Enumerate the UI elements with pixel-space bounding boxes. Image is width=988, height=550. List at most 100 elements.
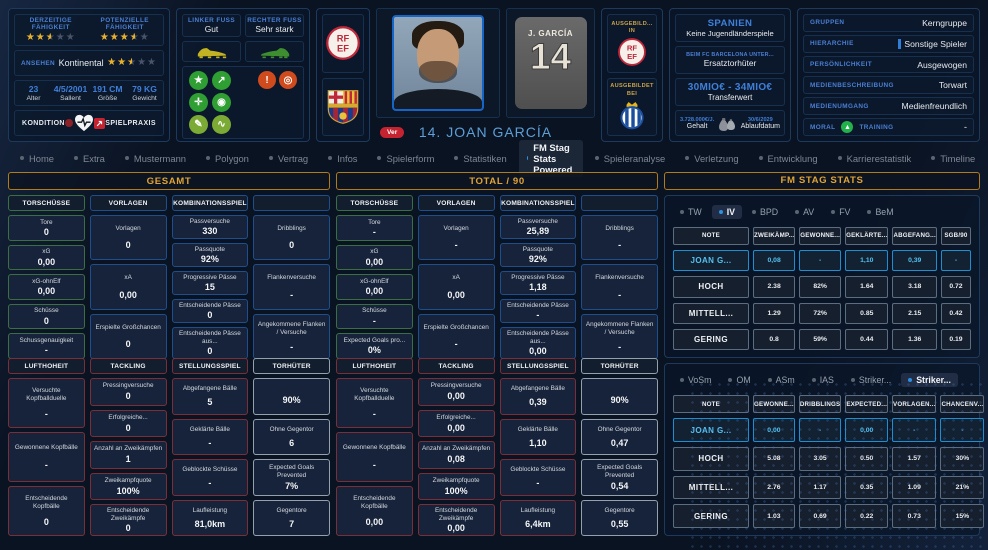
nav-tab-entwicklung[interactable]: Entwicklung	[751, 151, 826, 166]
stag-tab-tw-0[interactable]: TW	[673, 205, 709, 219]
attr-row-medienumgang: MEDIENUMGANG Medienfreundlich	[803, 97, 974, 116]
stat-value: 0	[125, 240, 131, 251]
player-photo	[392, 15, 484, 111]
stag-cell: 0.44	[845, 329, 889, 351]
rfef-badge: RF EF	[326, 26, 360, 61]
shirt-name: J. GARCÍA	[528, 29, 573, 38]
stag-cell: 0,39	[892, 249, 937, 272]
bio-gewicht: 79 KG Gewicht	[126, 84, 163, 102]
nav-tab-label: Karrierestatistik	[846, 152, 912, 164]
stat-value: 0	[289, 240, 295, 251]
stat-group-header: VORLAGEN	[89, 195, 167, 211]
stat-label: Schüsse	[34, 307, 59, 315]
stat-box-abgefangene-b-lle: Abgefangene Bälle 0,39	[499, 378, 577, 415]
condition-dot-icon	[65, 119, 74, 127]
stat-value: 0,00	[365, 517, 384, 527]
stat-box-passquote: Passquote 92%	[499, 243, 577, 267]
stat-box-sch-sse: Schüsse 0	[8, 303, 85, 330]
right-foot-label: RECHTER FUSS	[247, 17, 302, 24]
stat-label: xG-ohnElf	[360, 277, 389, 285]
stat-label: Flankenversuche	[595, 274, 644, 282]
ver-badge[interactable]: Ver	[380, 126, 405, 138]
stat-label: Tore	[40, 218, 53, 226]
stat-box-entscheidende-zweik-mpfe: Entscheidende Zweikämpfe 0,00	[417, 504, 495, 536]
tab-bar: Home Extra Mustermann Polygon Vertrag Infos Sp…	[8, 139, 983, 177]
nav-tab-karrierestatistik[interactable]: Karrierestatistik	[830, 151, 920, 166]
player-shirt-box: J. GARCÍA 14	[506, 8, 595, 118]
nav-tab-vertrag[interactable]: Vertrag	[261, 151, 316, 166]
stag-col-header-abgefang: ABGEFANG...	[892, 226, 937, 245]
stat-value: 90%	[282, 394, 301, 405]
nav-tab-dot-icon	[328, 156, 333, 160]
nav-tab-extra[interactable]: Extra	[66, 151, 113, 166]
nav-tab-spieleranalyse[interactable]: Spieleranalyse	[587, 151, 674, 166]
stag-tab-vosm-0[interactable]: VoSm	[673, 373, 718, 387]
stat-label: Ohne Gegentor	[269, 425, 314, 433]
nav-tab-mustermann[interactable]: Mustermann	[117, 151, 194, 166]
stat-value: -	[290, 289, 294, 300]
stat-label: Entscheidende Kopfbälle	[353, 495, 396, 510]
nav-tab-home[interactable]: Home	[12, 151, 62, 166]
stag-col-header-gewonne: GEWONNE...	[799, 226, 842, 245]
right-foot-value: Sehr stark	[255, 24, 294, 34]
stag-tab-av-3[interactable]: AV	[788, 205, 821, 219]
attr-label: HIERARCHIE	[810, 40, 854, 48]
nav-tab-dot-icon	[526, 156, 529, 160]
nav-tab-polygon[interactable]: Polygon	[198, 151, 257, 166]
stag-tab-striker-5[interactable]: Striker...	[901, 373, 958, 388]
stag-tab-bem-5[interactable]: BeM	[860, 205, 900, 219]
stat-box-entscheidende-p-sse-aus: Entscheidende Pässe aus... 0,00	[499, 327, 577, 359]
stat-value: 92%	[528, 254, 547, 264]
stat-value: 0,00	[119, 289, 137, 300]
stat-value: -	[290, 341, 294, 352]
stat-label: Entscheidende Pässe aus...	[506, 330, 569, 345]
svg-text:RF: RF	[337, 34, 350, 44]
stag-col-header-note: NOTE	[673, 395, 749, 414]
stat-label: Expected Goals Prevented	[597, 463, 643, 479]
nav-tab-timeline[interactable]: Timeline	[923, 151, 983, 166]
stat-label: Erspielte Großchancen	[423, 323, 489, 331]
condition-label: KONDITION	[22, 119, 65, 127]
stat-value: 0	[207, 310, 213, 320]
stag-tab-om-1[interactable]: OM	[721, 373, 757, 387]
nav-tab-infos[interactable]: Infos	[320, 151, 365, 166]
stag-tab-fv-4[interactable]: FV	[824, 205, 857, 219]
stat-box-blank: 90%	[581, 378, 658, 415]
stag-tab-dot-icon	[867, 209, 872, 214]
stag-tab-bpd-2[interactable]: BPD	[745, 205, 785, 219]
nav-tab-statistiken[interactable]: Statistiken	[446, 151, 514, 166]
stat-value: 90%	[610, 394, 629, 405]
stag-tab-ias-3[interactable]: IAS	[805, 373, 841, 387]
stag-row-name-hoch: HOCH	[673, 276, 749, 298]
stat-label: Anzahl an Zweikämpfen	[422, 445, 491, 453]
svg-text:RF: RF	[627, 43, 638, 52]
stat-value: -	[372, 227, 376, 238]
stat-box-xg: xG 0,00	[336, 244, 413, 271]
stat-box-sch-sse: Schüsse -	[336, 303, 413, 330]
stag-cell: 0.72	[940, 276, 971, 298]
stat-value: 330	[202, 226, 218, 236]
right-boot-icon	[260, 48, 289, 59]
trained-at-box: AUSGEBILDET BEI	[607, 77, 657, 136]
rfef-trained-badge: RF EF	[618, 37, 646, 66]
nav-tab-spielerform[interactable]: Spielerform	[369, 151, 442, 166]
stat-box-flankenversuche: Flankenversuche -	[581, 264, 658, 310]
stat-label: Passversuche	[189, 218, 230, 225]
reputation-box: ANSEHEN Kontinental ★★★★★★★★★★	[14, 50, 164, 76]
nav-tab-dot-icon	[20, 156, 24, 160]
stag-tab-iv-1[interactable]: IV	[711, 204, 742, 219]
stag-tab-asm-2[interactable]: ASm	[761, 373, 802, 387]
stat-label: Gegentore	[276, 506, 307, 514]
current-ability-label: DERZEITIGE FÄHIGKEIT	[29, 17, 72, 31]
column-total-90: TOTAL / 90 TORSCHÜSSE Tore - xG 0,00 xG-ohnElf…	[336, 172, 658, 536]
stat-box-entscheidende-kopfb-lle: Entscheidende Kopfbälle 0,00	[336, 486, 413, 536]
stat-box-zweikampfquote: Zweikampfquote 100%	[89, 472, 167, 500]
stag-tab-striker-4[interactable]: Striker...	[844, 373, 898, 387]
nav-tab-verletzung[interactable]: Verletzung	[677, 151, 746, 166]
stat-label: Laufleistung	[520, 506, 556, 514]
nav-tab-fm-stag-stats-powered[interactable]: FM Stag Stats Powered	[518, 139, 583, 177]
player-title-bar: Ver 14. JOAN GARCÍA	[376, 122, 595, 142]
stat-box-versuchte-kopfballduelle: Versuchte Kopfballduelle -	[8, 378, 85, 428]
nation-box: SPANIEN Keine Jugendländerspiele	[675, 14, 785, 42]
stat-box-entscheidende-p-sse: Entscheidende Pässe -	[499, 299, 577, 323]
